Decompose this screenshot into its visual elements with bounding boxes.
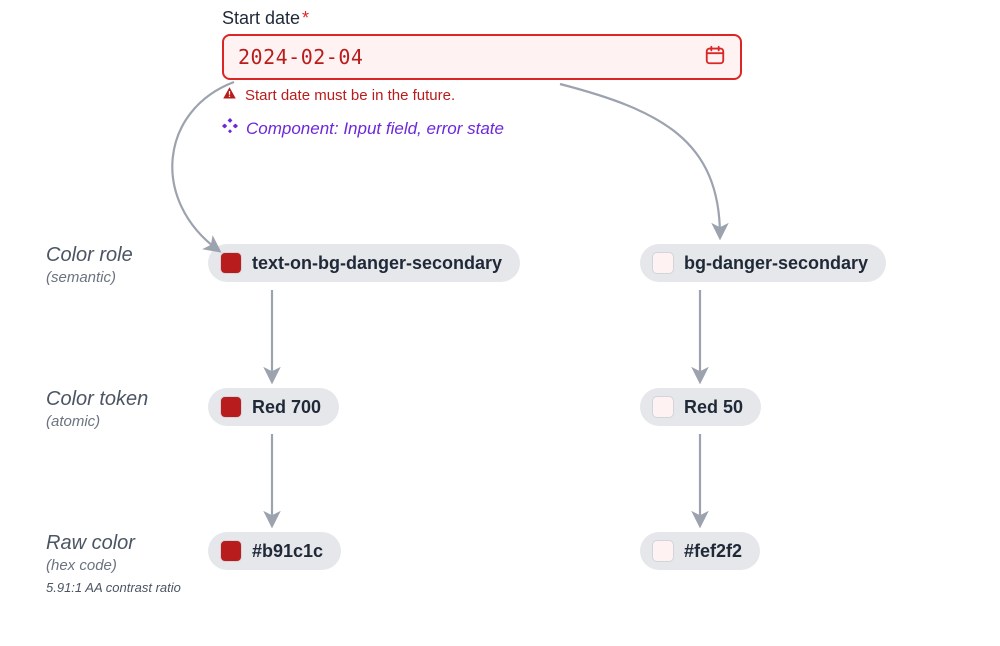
row-label-raw-sub: (hex code) (46, 557, 181, 574)
pill-label: text-on-bg-danger-secondary (252, 253, 502, 274)
pill-role-left: text-on-bg-danger-secondary (208, 244, 520, 282)
error-text: Start date must be in the future. (245, 87, 455, 104)
swatch (220, 540, 242, 562)
field-label: Start date* (222, 8, 309, 29)
calendar-icon[interactable] (704, 44, 726, 71)
pill-raw-right: #fef2f2 (640, 532, 760, 570)
pill-token-right: Red 50 (640, 388, 761, 426)
component-annotation-text: Component: Input field, error state (246, 119, 504, 139)
row-label-token: Color token (atomic) (46, 388, 148, 430)
row-label-role: Color role (semantic) (46, 244, 133, 286)
component-annotation: Component: Input field, error state (222, 118, 504, 139)
warning-icon (222, 86, 237, 105)
pill-label: Red 700 (252, 397, 321, 418)
error-message: Start date must be in the future. (222, 86, 455, 105)
required-asterisk: * (302, 8, 309, 28)
pill-label: #fef2f2 (684, 541, 742, 562)
pill-label: bg-danger-secondary (684, 253, 868, 274)
date-input-value: 2024-02-04 (238, 45, 363, 69)
row-label-token-title: Color token (46, 388, 148, 411)
row-label-token-sub: (atomic) (46, 413, 148, 430)
row-label-role-sub: (semantic) (46, 269, 133, 286)
component-icon (222, 118, 238, 139)
swatch (652, 252, 674, 274)
swatch (220, 396, 242, 418)
date-input[interactable]: 2024-02-04 (222, 34, 742, 80)
row-label-role-title: Color role (46, 244, 133, 267)
pill-role-right: bg-danger-secondary (640, 244, 886, 282)
swatch (652, 540, 674, 562)
row-label-raw-title: Raw color (46, 532, 181, 555)
pill-raw-left: #b91c1c (208, 532, 341, 570)
pill-label: Red 50 (684, 397, 743, 418)
contrast-ratio-note: 5.91:1 AA contrast ratio (46, 580, 181, 595)
swatch (652, 396, 674, 418)
pill-token-left: Red 700 (208, 388, 339, 426)
field-label-text: Start date (222, 8, 300, 28)
pill-label: #b91c1c (252, 541, 323, 562)
swatch (220, 252, 242, 274)
row-label-raw: Raw color (hex code) 5.91:1 AA contrast … (46, 532, 181, 595)
